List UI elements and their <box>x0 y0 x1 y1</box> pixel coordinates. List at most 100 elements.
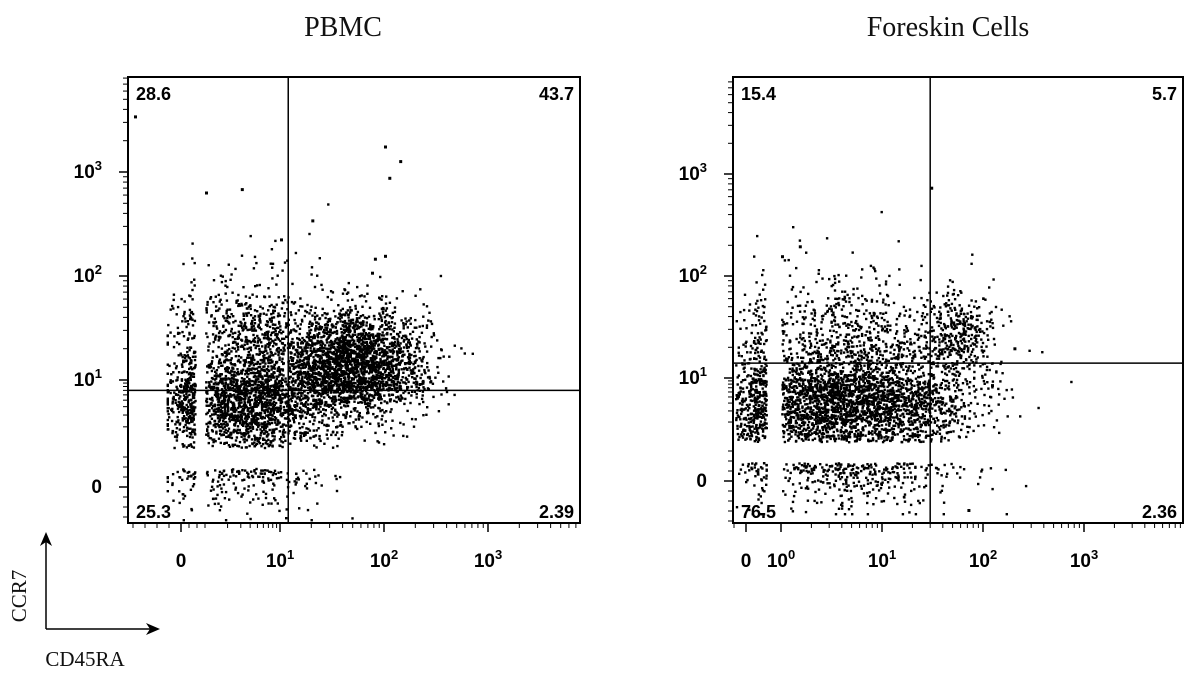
data-point <box>360 397 363 400</box>
data-point <box>290 313 293 317</box>
data-point <box>208 397 211 401</box>
data-point <box>350 386 353 390</box>
data-point <box>396 363 399 366</box>
data-point <box>316 394 319 398</box>
data-point <box>296 384 300 388</box>
data-point <box>253 401 256 404</box>
data-point <box>339 391 342 395</box>
data-point <box>248 399 252 402</box>
data-point <box>189 316 192 319</box>
data-point <box>191 288 194 292</box>
data-point <box>240 495 243 498</box>
data-point <box>240 401 243 404</box>
data-point <box>239 398 243 402</box>
data-point <box>437 410 441 413</box>
data-point <box>345 362 348 365</box>
data-point <box>269 407 272 411</box>
data-point <box>223 422 226 426</box>
data-point <box>263 295 267 299</box>
data-point <box>380 401 383 405</box>
data-point <box>425 326 429 329</box>
data-point <box>400 336 404 340</box>
data-point <box>211 444 214 448</box>
data-point <box>367 347 371 350</box>
data-point <box>396 359 400 362</box>
data-point <box>224 385 227 388</box>
data-point <box>314 342 317 345</box>
data-point <box>256 325 260 328</box>
data-point <box>266 420 270 423</box>
data-point <box>266 422 269 426</box>
data-point <box>176 421 179 424</box>
data-point <box>219 373 222 376</box>
data-point <box>415 385 418 389</box>
data-point <box>322 384 325 387</box>
data-point <box>349 380 353 383</box>
data-point <box>308 429 312 432</box>
data-point <box>386 331 389 335</box>
data-point <box>247 396 250 400</box>
data-point <box>192 441 196 444</box>
data-point <box>397 380 400 384</box>
data-point <box>360 359 363 362</box>
data-point <box>254 362 257 366</box>
data-point <box>186 338 189 341</box>
data-point <box>226 316 229 320</box>
data-point <box>267 438 270 442</box>
data-point <box>341 364 344 368</box>
data-point <box>298 396 301 400</box>
data-point <box>363 358 366 361</box>
data-point <box>273 484 276 487</box>
data-point <box>422 400 425 404</box>
data-point <box>349 345 352 349</box>
data-point <box>244 433 247 436</box>
data-point <box>273 367 276 370</box>
data-point <box>306 350 309 353</box>
data-point <box>388 373 391 377</box>
data-point <box>242 397 245 401</box>
data-point <box>266 373 269 376</box>
data-point <box>177 419 180 422</box>
data-point <box>285 383 288 386</box>
data-point <box>340 351 344 354</box>
data-point <box>272 309 275 312</box>
data-point <box>297 361 300 364</box>
data-point <box>193 382 196 386</box>
data-point <box>240 344 244 347</box>
data-point <box>382 387 385 390</box>
data-point <box>278 371 282 374</box>
data-point <box>242 363 246 367</box>
data-point <box>181 404 184 407</box>
data-point <box>255 467 258 471</box>
data-point <box>289 397 292 401</box>
data-point <box>166 490 169 493</box>
data-point <box>345 402 349 405</box>
data-point <box>319 439 322 443</box>
data-point <box>347 400 350 404</box>
data-point <box>362 360 365 363</box>
data-point <box>314 359 317 363</box>
data-point <box>394 358 397 361</box>
data-point <box>223 405 227 408</box>
data-point <box>314 481 318 485</box>
data-point <box>303 347 307 350</box>
data-point <box>187 399 191 402</box>
data-point <box>284 395 287 398</box>
data-point <box>227 352 231 355</box>
data-point <box>182 469 186 472</box>
data-point <box>360 335 363 338</box>
data-point <box>375 392 379 396</box>
data-point <box>220 434 223 437</box>
data-point <box>296 349 299 352</box>
data-point <box>270 303 273 307</box>
data-point <box>206 300 209 304</box>
data-point <box>237 324 240 327</box>
data-point <box>308 366 311 369</box>
data-point <box>205 332 208 335</box>
data-point <box>425 324 429 327</box>
data-point <box>246 471 249 474</box>
data-point <box>167 412 170 416</box>
data-point <box>252 343 256 347</box>
data-point <box>332 331 335 334</box>
data-point <box>422 386 425 389</box>
